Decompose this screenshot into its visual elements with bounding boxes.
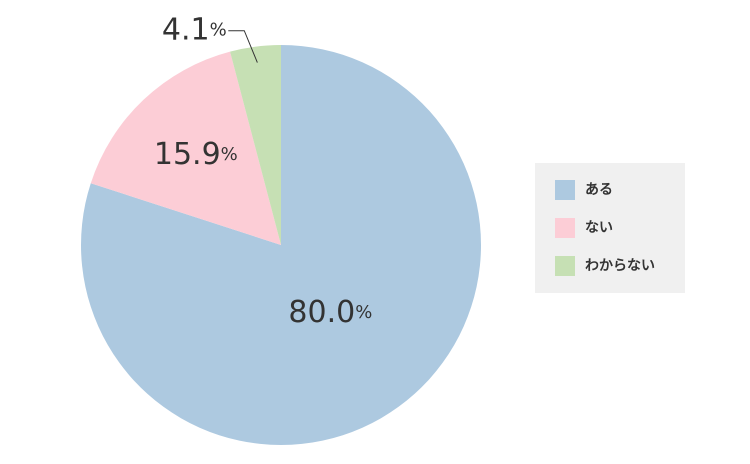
data-label: 80.0% — [288, 294, 372, 329]
legend-label: ない — [585, 220, 613, 236]
label-unit: % — [221, 144, 238, 165]
legend-swatch — [555, 218, 575, 238]
legend-swatch — [555, 256, 575, 276]
pie-slice — [230, 45, 281, 245]
label-number: 15.9 — [154, 136, 221, 171]
label-unit: % — [210, 20, 227, 41]
data-label: 4.1% — [162, 12, 227, 47]
label-number: 4.1 — [162, 12, 210, 47]
legend-label: ある — [585, 182, 613, 198]
pie-slice — [81, 45, 482, 446]
legend-swatch — [555, 180, 575, 200]
legend-label: わからない — [585, 258, 655, 274]
leader-line — [228, 30, 258, 63]
label-unit: % — [355, 302, 372, 323]
data-label: 15.9% — [154, 136, 238, 171]
label-number: 80.0 — [288, 294, 355, 329]
pie-slice — [90, 51, 281, 245]
